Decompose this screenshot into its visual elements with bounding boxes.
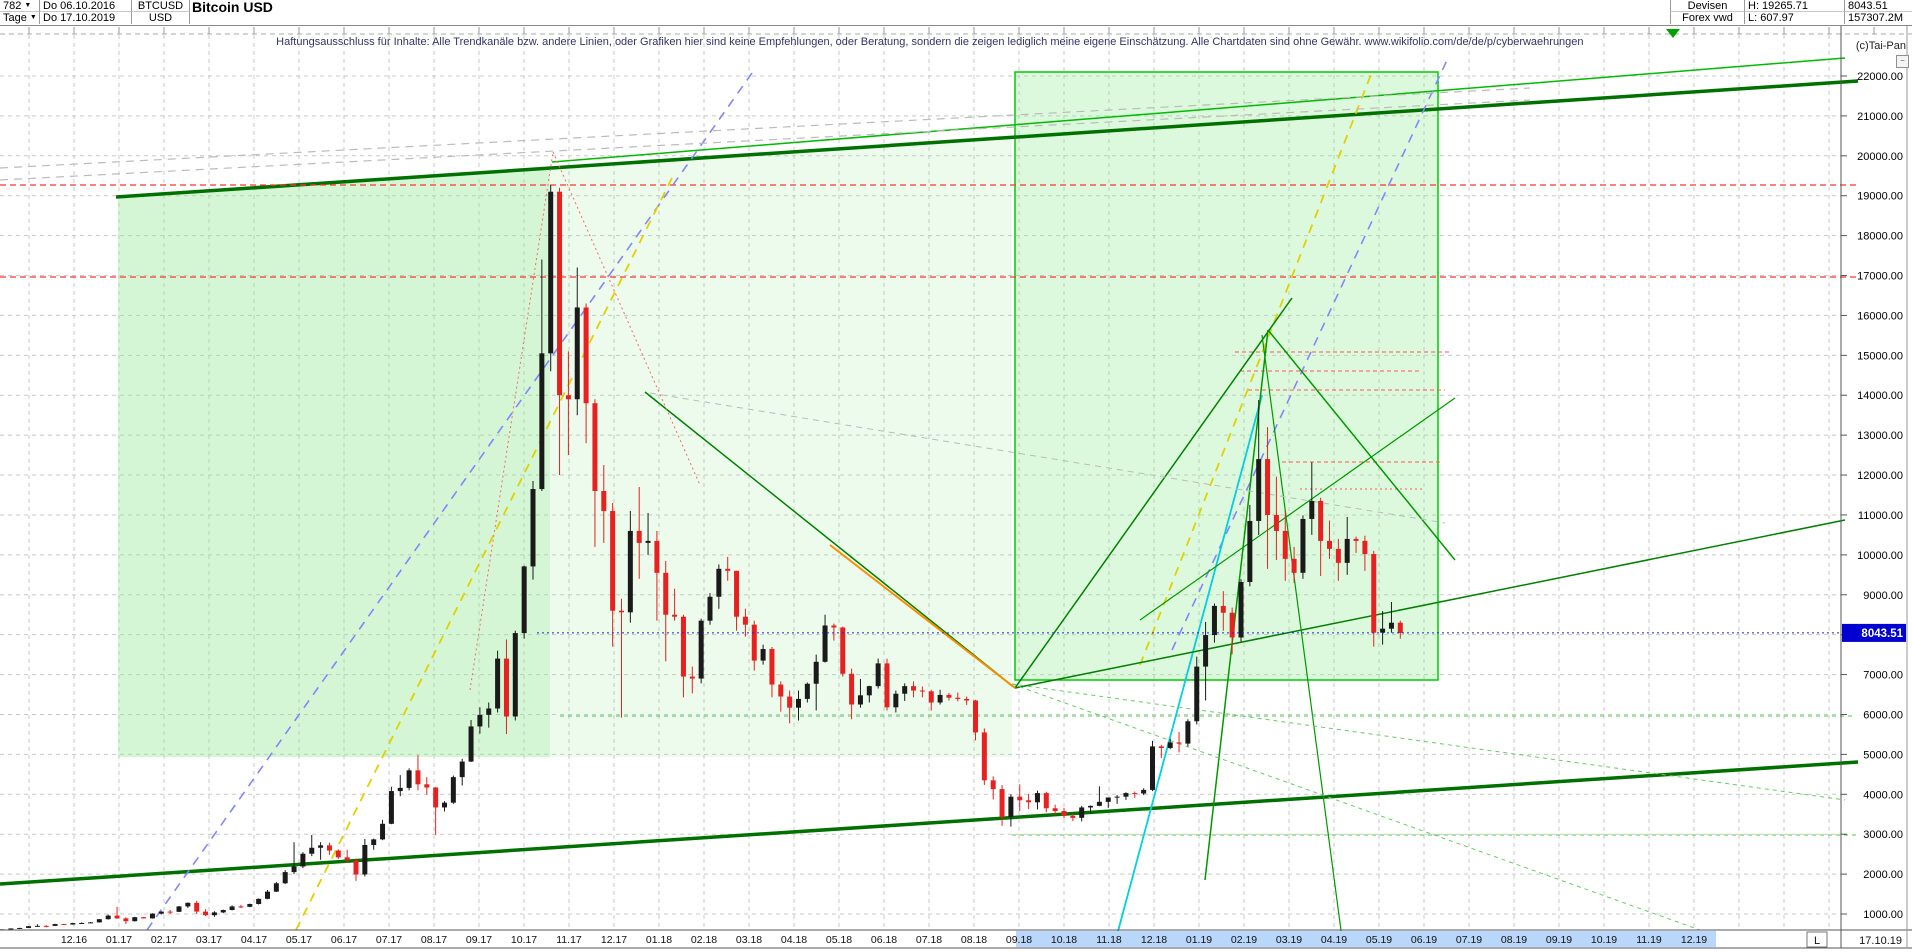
svg-text:06.18: 06.18 bbox=[871, 934, 897, 946]
svg-text:10.19: 10.19 bbox=[1591, 934, 1617, 946]
source-label: Devisen bbox=[1670, 0, 1744, 12]
svg-text:8043.51: 8043.51 bbox=[1861, 628, 1903, 640]
svg-text:07.19: 07.19 bbox=[1456, 934, 1482, 946]
svg-text:04.19: 04.19 bbox=[1321, 934, 1347, 946]
svg-text:02.17: 02.17 bbox=[151, 934, 177, 946]
svg-text:11000.00: 11000.00 bbox=[1858, 510, 1903, 522]
low-label: L: 607.97 bbox=[1744, 12, 1844, 24]
source-label2: Forex vwd bbox=[1670, 12, 1744, 24]
copyright-label: (c)Tai-Pan bbox=[1855, 40, 1906, 52]
bars-count-dropdown[interactable]: 782 ▼ bbox=[0, 0, 40, 12]
svg-text:01.18: 01.18 bbox=[646, 934, 672, 946]
svg-text:10000.00: 10000.00 bbox=[1857, 550, 1903, 562]
svg-text:21000.00: 21000.00 bbox=[1857, 111, 1903, 123]
svg-text:10.17: 10.17 bbox=[511, 934, 537, 946]
l-box bbox=[1806, 931, 1828, 948]
svg-text:12.18: 12.18 bbox=[1141, 934, 1167, 946]
svg-text:22000.00: 22000.00 bbox=[1857, 71, 1903, 83]
period-dropdown[interactable]: Tage ▼ bbox=[0, 12, 40, 24]
svg-text:06.17: 06.17 bbox=[331, 934, 357, 946]
svg-text:1000.00: 1000.00 bbox=[1863, 909, 1903, 921]
svg-text:08.18: 08.18 bbox=[961, 934, 987, 946]
price-axis: 22000.00 21000.00 20000.00 19000.00 18000.00… bbox=[1841, 71, 1906, 921]
svg-text:14000.00: 14000.00 bbox=[1857, 390, 1903, 402]
bars-count-value: 782 bbox=[3, 0, 22, 12]
svg-text:03.17: 03.17 bbox=[196, 934, 222, 946]
svg-text:L: L bbox=[1814, 935, 1820, 947]
date-to-field[interactable]: Do 17.10.2019 bbox=[40, 12, 132, 24]
svg-text:19000.00: 19000.00 bbox=[1857, 191, 1903, 203]
currency-label: USD bbox=[132, 12, 190, 24]
period-table: 782 ▼ Do 06.10.2016 BTCUSD Tage ▼ Do 17.… bbox=[0, 0, 190, 24]
svg-text:3000.00: 3000.00 bbox=[1863, 829, 1903, 841]
volume-label: 157307.2M bbox=[1844, 12, 1912, 24]
svg-text:09.17: 09.17 bbox=[466, 934, 492, 946]
svg-text:7000.00: 7000.00 bbox=[1863, 670, 1903, 682]
last-price-label: 8043.51 bbox=[1844, 0, 1912, 12]
svg-text:09.18: 09.18 bbox=[1006, 934, 1032, 946]
svg-text:12.19: 12.19 bbox=[1681, 934, 1707, 946]
chevron-down-icon: ▼ bbox=[24, 1, 32, 9]
gridlines bbox=[0, 27, 1841, 930]
svg-text:04.18: 04.18 bbox=[781, 934, 807, 946]
collapse-box-icon[interactable]: − bbox=[1896, 55, 1909, 68]
svg-text:4000.00: 4000.00 bbox=[1863, 789, 1903, 801]
svg-text:09.19: 09.19 bbox=[1546, 934, 1572, 946]
quote-info-table: Devisen H: 19265.71 8043.51 Forex vwd L:… bbox=[1670, 0, 1912, 24]
svg-text:5000.00: 5000.00 bbox=[1863, 749, 1903, 761]
date-axis: 12.16 01.17 02.17 03.17 04.17 05.17 06.17 07.17… bbox=[61, 931, 1902, 948]
svg-text:20000.00: 20000.00 bbox=[1857, 151, 1903, 163]
svg-text:05.18: 05.18 bbox=[826, 934, 852, 946]
svg-text:6000.00: 6000.00 bbox=[1863, 709, 1903, 721]
svg-text:15000.00: 15000.00 bbox=[1857, 350, 1903, 362]
svg-text:16000.00: 16000.00 bbox=[1857, 310, 1903, 322]
svg-text:17.10.19: 17.10.19 bbox=[1859, 935, 1902, 947]
period-value: Tage bbox=[3, 12, 27, 24]
svg-text:03.18: 03.18 bbox=[736, 934, 762, 946]
svg-text:04.17: 04.17 bbox=[241, 934, 267, 946]
svg-text:03.19: 03.19 bbox=[1276, 934, 1302, 946]
svg-text:10.18: 10.18 bbox=[1051, 934, 1077, 946]
current-price-badge bbox=[1842, 623, 1906, 642]
svg-text:05.19: 05.19 bbox=[1366, 934, 1392, 946]
svg-text:11.18: 11.18 bbox=[1096, 934, 1122, 946]
svg-text:12.16: 12.16 bbox=[61, 934, 87, 946]
svg-text:11.17: 11.17 bbox=[556, 934, 582, 946]
date-from-field[interactable]: Do 06.10.2016 bbox=[40, 0, 132, 12]
svg-text:18000.00: 18000.00 bbox=[1857, 231, 1903, 243]
svg-text:01.19: 01.19 bbox=[1186, 934, 1212, 946]
candles bbox=[0, 185, 1403, 931]
svg-text:12.17: 12.17 bbox=[601, 934, 627, 946]
svg-text:07.18: 07.18 bbox=[916, 934, 942, 946]
chart-header: 782 ▼ Do 06.10.2016 BTCUSD Tage ▼ Do 17.… bbox=[0, 0, 1912, 26]
svg-text:08.19: 08.19 bbox=[1501, 934, 1527, 946]
svg-text:07.17: 07.17 bbox=[376, 934, 402, 946]
svg-text:05.17: 05.17 bbox=[286, 934, 312, 946]
chevron-down-icon: ▼ bbox=[29, 14, 37, 21]
svg-text:17000.00: 17000.00 bbox=[1857, 271, 1903, 283]
svg-text:02.19: 02.19 bbox=[1231, 934, 1257, 946]
svg-text:13000.00: 13000.00 bbox=[1857, 430, 1903, 442]
svg-text:01.17: 01.17 bbox=[106, 934, 132, 946]
trend-drawings bbox=[0, 29, 1859, 939]
svg-text:11.19: 11.19 bbox=[1636, 934, 1662, 946]
svg-text:2000.00: 2000.00 bbox=[1863, 869, 1903, 881]
svg-text:9000.00: 9000.00 bbox=[1863, 590, 1903, 602]
symbol-label: BTCUSD bbox=[132, 0, 190, 12]
svg-text:08.17: 08.17 bbox=[421, 934, 447, 946]
high-label: H: 19265.71 bbox=[1744, 0, 1844, 12]
top-ruler bbox=[0, 27, 1912, 35]
svg-text:12000.00: 12000.00 bbox=[1857, 470, 1903, 482]
svg-text:02.18: 02.18 bbox=[691, 934, 717, 946]
page-title: Bitcoin USD bbox=[192, 0, 273, 15]
svg-text:06.19: 06.19 bbox=[1411, 934, 1437, 946]
